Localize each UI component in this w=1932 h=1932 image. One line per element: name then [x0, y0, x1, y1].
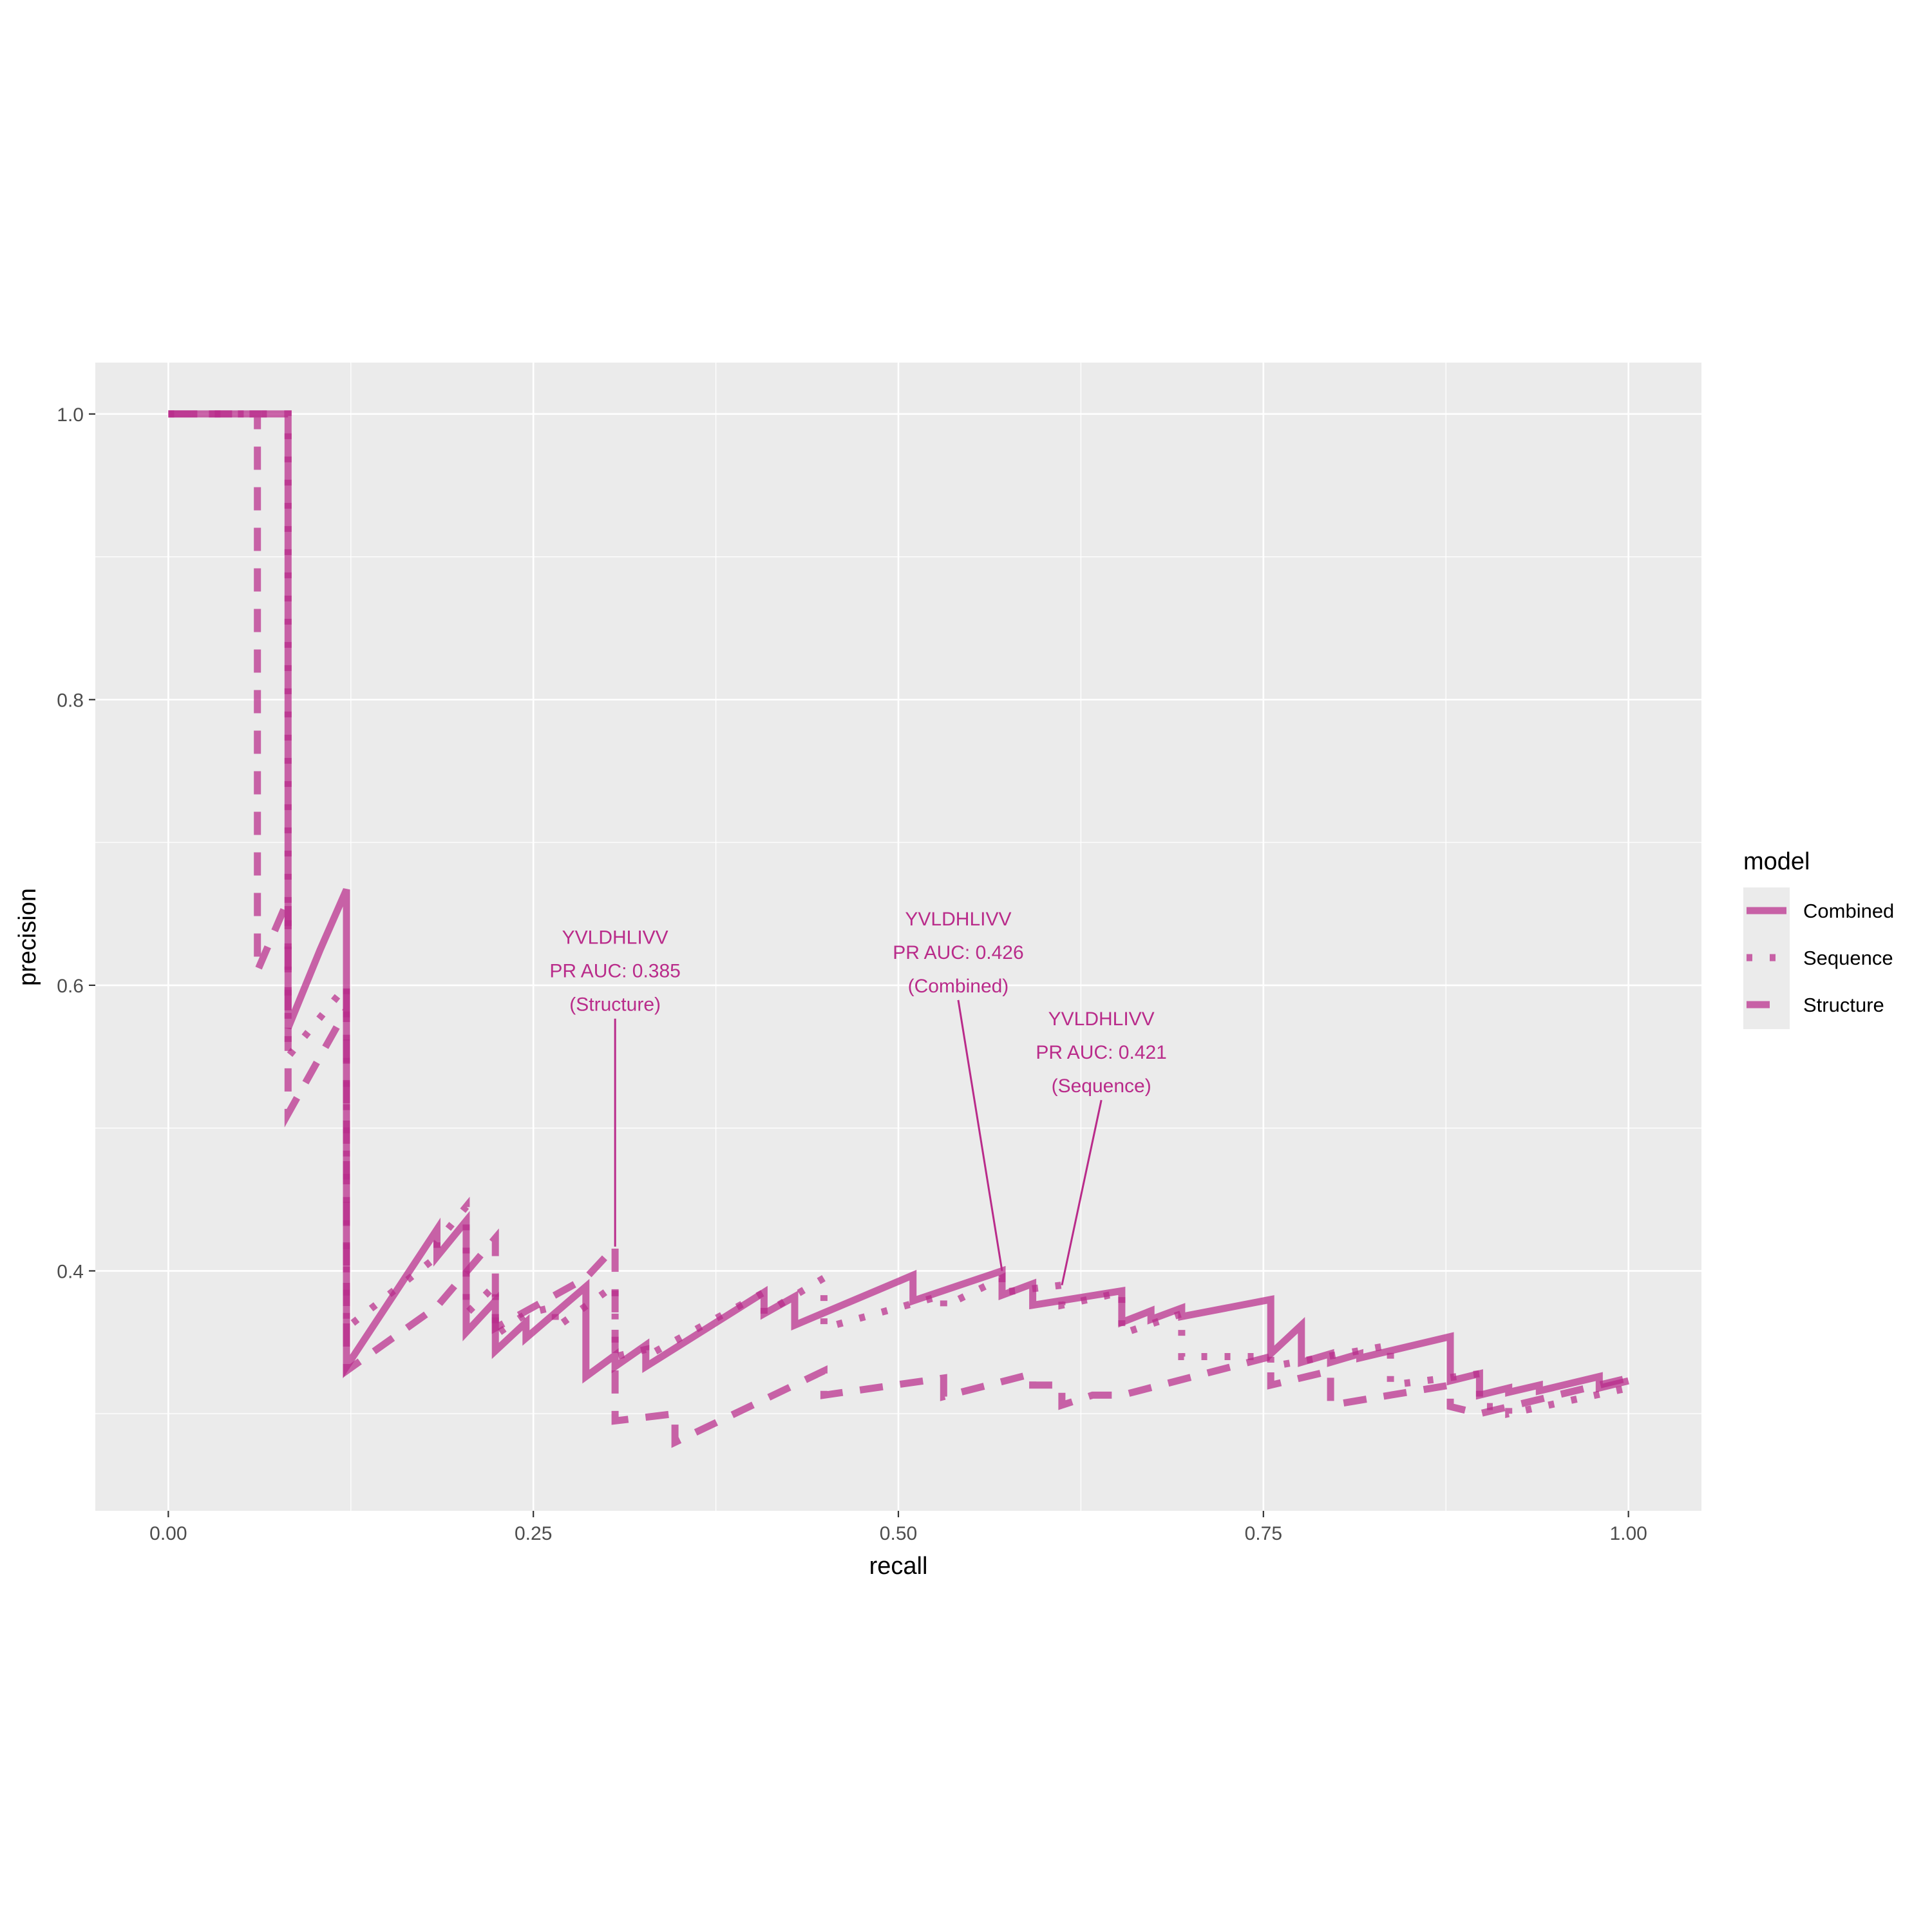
annotation-leader-line	[1061, 1099, 1103, 1285]
x-tick-label: 0.25	[515, 1523, 552, 1544]
series-line-combined	[168, 410, 1629, 1400]
y-tick-label: 0.8	[57, 690, 84, 711]
legend: model Combined Sequence Structure	[1743, 848, 1894, 1029]
x-tick-label: 1.00	[1609, 1523, 1647, 1544]
annotations-group: YVLDHLIVV PR AUC: 0.385 (Structure) YVLDHLI…	[549, 909, 1167, 1285]
series-line-sequence	[168, 410, 1629, 1419]
legend-label-structure: Structure	[1803, 994, 1884, 1016]
x-tick-label: 0.75	[1245, 1523, 1282, 1544]
annotation-text: YVLDHLIVV	[562, 927, 668, 949]
annotation-text: PR AUC: 0.426	[893, 942, 1023, 963]
annotation-text: PR AUC: 0.385	[549, 961, 680, 982]
y-tick-label: 0.4	[57, 1261, 84, 1282]
y-tick-label: 0.6	[57, 976, 84, 997]
legend-label-sequence: Sequence	[1803, 947, 1893, 969]
x-tick-label: 0.50	[880, 1523, 917, 1544]
annotation-text: YVLDHLIVV	[905, 909, 1011, 930]
legend-label-combined: Combined	[1803, 900, 1894, 922]
annotation-text: (Combined)	[908, 976, 1009, 997]
y-axis-title: precision	[14, 888, 41, 986]
axes-group: 0.00 0.25 0.50 0.75 1.00 0.4 0.6 0.8 1.0	[57, 404, 1647, 1544]
annotation-text: PR AUC: 0.421	[1036, 1042, 1166, 1063]
annotation-text: (Structure)	[569, 994, 661, 1016]
x-axis-title: recall	[869, 1553, 928, 1580]
y-tick-label: 1.0	[57, 404, 84, 426]
grid-lines	[95, 363, 1701, 1511]
legend-title: model	[1743, 848, 1810, 875]
annotation-text: YVLDHLIVV	[1048, 1009, 1155, 1030]
series-group	[168, 410, 1629, 1448]
annotation-text: (Sequence)	[1052, 1075, 1151, 1097]
x-tick-label: 0.00	[149, 1523, 187, 1544]
series-line-structure	[168, 410, 1629, 1448]
annotation-leader-line	[957, 999, 1003, 1271]
